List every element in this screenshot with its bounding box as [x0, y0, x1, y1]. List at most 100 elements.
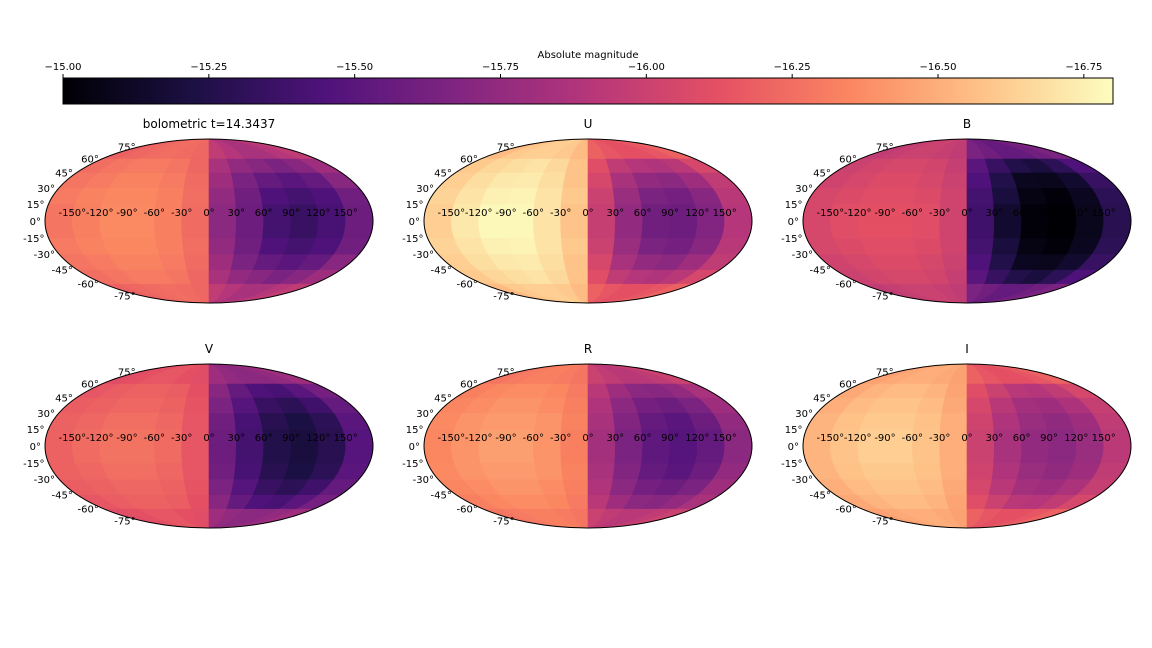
map-outline — [44, 363, 374, 529]
map-cell — [315, 445, 346, 464]
lat-tick-label: -75° — [493, 291, 514, 302]
lat-tick-label: -75° — [114, 516, 135, 527]
colorbar-tick-label: −15.75 — [482, 62, 519, 73]
map-cell — [262, 445, 292, 464]
lon-tick-label: 120° — [1064, 433, 1088, 444]
map-cell — [235, 220, 264, 239]
map-cell — [451, 445, 482, 464]
lon-tick-label: -60° — [523, 208, 544, 219]
map-cell — [966, 187, 995, 205]
lat-tick-label: -60° — [836, 505, 857, 516]
lon-tick-label: -90° — [874, 208, 895, 219]
lon-tick-label: -120° — [465, 433, 493, 444]
lat-tick-label: -75° — [872, 291, 893, 302]
map-cell — [183, 253, 210, 270]
map-cell — [641, 220, 671, 239]
map-cell — [183, 172, 210, 189]
lon-tick-label: -150° — [437, 433, 465, 444]
map-cell — [186, 494, 210, 509]
lon-tick-label: 30° — [606, 208, 624, 219]
lon-tick-label: -90° — [874, 433, 895, 444]
map-cell — [126, 445, 156, 464]
map-cell — [233, 412, 263, 430]
lon-tick-label: 120° — [306, 208, 330, 219]
map-cell — [830, 445, 861, 464]
lat-tick-label: -45° — [809, 491, 830, 502]
map-cell — [128, 412, 160, 430]
map-cell — [181, 187, 210, 205]
map-cell — [886, 462, 918, 480]
map-cell — [991, 187, 1021, 205]
map-cell — [565, 158, 589, 173]
map-cell — [612, 412, 642, 430]
map-cell — [233, 237, 263, 255]
colorbar-label: Absolute magnitude — [538, 50, 639, 61]
map-cell — [534, 237, 564, 255]
map-cell — [641, 445, 671, 464]
map-cell — [560, 187, 589, 205]
lat-tick-label: 0° — [788, 217, 799, 228]
map-cell — [99, 220, 130, 239]
map-cell — [505, 445, 535, 464]
map-cell — [587, 237, 616, 255]
colorbar-gradient — [62, 77, 1114, 105]
map-cell — [913, 237, 943, 255]
map-cell — [612, 187, 642, 205]
map-cell — [966, 397, 993, 414]
lon-tick-label: 120° — [306, 433, 330, 444]
map-cell — [587, 462, 616, 480]
map-cell — [155, 237, 185, 255]
lat-tick-label: -15° — [402, 234, 423, 245]
lat-tick-label: 0° — [409, 442, 420, 453]
lat-tick-label: -45° — [51, 266, 72, 277]
map-cell — [478, 445, 509, 464]
map-panel-3: B -150° -120° -90° -60° -30° 0° 30° 60° 90° 120° 15… — [781, 117, 1132, 304]
map-cell — [186, 383, 210, 398]
map-cell — [944, 158, 968, 173]
map-cell — [342, 220, 374, 239]
map-cell — [208, 220, 237, 239]
lat-tick-label: 0° — [30, 442, 41, 453]
lon-tick-label: -90° — [495, 208, 516, 219]
map-cell — [614, 445, 643, 464]
map-cell — [208, 253, 235, 270]
lon-tick-label: 30° — [985, 433, 1003, 444]
lat-tick-label: 30° — [795, 184, 813, 195]
map-cell — [694, 220, 725, 239]
lat-tick-label: 45° — [434, 393, 452, 404]
lat-tick-label: 30° — [416, 409, 434, 420]
map-cell — [587, 220, 616, 239]
map-cell — [562, 172, 589, 189]
map-cell — [208, 478, 235, 495]
lon-tick-label: -30° — [929, 208, 950, 219]
lon-tick-label: -120° — [86, 433, 114, 444]
map-cell — [560, 445, 589, 464]
lat-tick-label: -60° — [78, 505, 99, 516]
map-cell — [534, 412, 564, 430]
lon-tick-label: 90° — [1040, 208, 1058, 219]
map-cell — [941, 253, 968, 270]
map-cell — [181, 220, 210, 239]
lat-tick-label: 75° — [876, 143, 894, 154]
lat-tick-label: 60° — [460, 154, 478, 165]
lat-tick-label: 45° — [813, 168, 831, 179]
lon-tick-label: -60° — [144, 208, 165, 219]
lat-tick-label: -30° — [413, 475, 434, 486]
lat-tick-label: -75° — [872, 516, 893, 527]
map-cell — [944, 494, 968, 509]
map-cell — [944, 269, 968, 284]
map-cell — [208, 172, 235, 189]
map-cell — [186, 269, 210, 284]
map-cell — [941, 172, 968, 189]
lat-tick-label: -45° — [430, 266, 451, 277]
map-cell — [939, 412, 968, 430]
lat-tick-label: -75° — [493, 516, 514, 527]
map-cell — [72, 220, 103, 239]
lon-tick-label: 30° — [227, 433, 245, 444]
map-outline — [802, 138, 1132, 304]
colorbar-tick-label: −16.75 — [1065, 62, 1102, 73]
lat-tick-label: -75° — [114, 291, 135, 302]
map-cell — [154, 220, 183, 239]
lon-tick-label: 120° — [685, 208, 709, 219]
lat-tick-label: 75° — [876, 368, 894, 379]
